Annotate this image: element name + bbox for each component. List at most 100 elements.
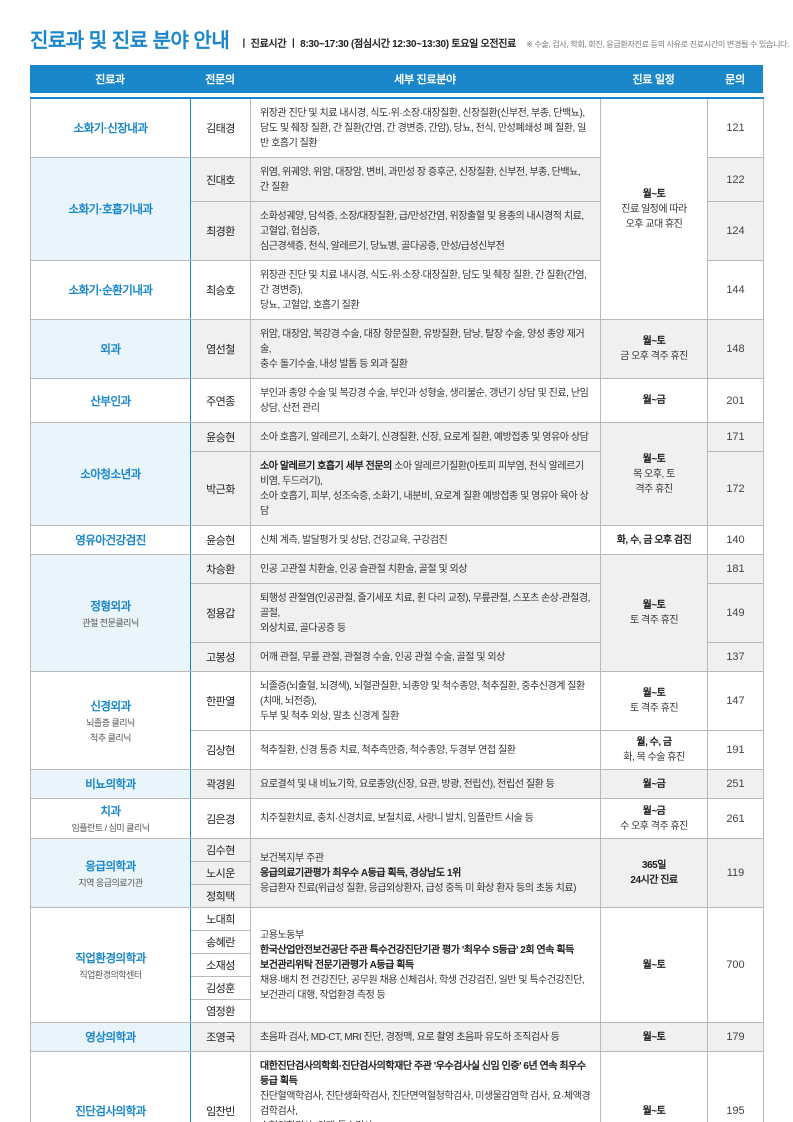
contact-extension-cell: 181 [707,554,764,584]
department-subclinic: 관절 전문클리닉 [82,617,139,628]
specialty-cell: 신체 계측, 발달평가 및 상담, 건강교육, 구강검진 [250,525,601,555]
specialty-cell: 치주질환치료, 충치·신경치료, 보철치료, 사랑니 발치, 임플란트 시술 등 [250,798,601,839]
schedule-cell: 월~토 진료 일정에 따라 오후 교대 휴진 [600,97,708,320]
department-name: 소화기·순환기내과 [68,285,153,297]
department-cell: 영상의학과 [30,1022,191,1052]
specialty-cell: 초음파 검사, MD-CT, MRI 진단, 경정맥, 요로 촬영 초음파 유도… [250,1022,601,1052]
schedule-cell: 화, 수, 금 오후 검진 [600,525,708,555]
table-header: 진료과 전문의 세부 진료분야 진료 일정 문의 [30,65,763,93]
specialty-cell: 위장관 진단 및 치료 내시경, 식도·위·소장·대장질환, 담도 및 췌장 질… [250,260,601,320]
department-cell: 영유아건강검진 [30,525,191,555]
contact-extension-cell: 195 [707,1051,764,1122]
contact-extension-cell: 147 [707,671,764,731]
department-name: 정형외과 [90,600,131,613]
specialty-cell: 부인과 종양 수술 및 복강경 수술, 부인과 성형술, 생리불순, 갱년기 상… [250,378,601,423]
contact-extension-cell: 124 [707,201,764,261]
column-header-contact: 문의 [707,65,763,93]
contact-extension-cell: 121 [707,97,764,158]
doctor-cell: 노시운 [190,861,251,885]
specialty-cell: 어깨 관절, 무릎 관절, 관절경 수술, 인공 관절 수술, 골절 및 외상 [250,642,601,672]
table-row: 소화기·순환기내과 최승호 위장관 진단 및 치료 내시경, 식도·위·소장·대장질… [30,260,764,320]
table-row: 박근화 소아 알레르기 호흡기 세부 전문의 소아 알레르기질환(아토피 피부염,… [31,451,764,526]
doctor-cell: 김상현 [190,730,251,770]
table-row: 치과 임플란트 / 심미 클리닉 김은경 치주질환치료, 충치·신경치료, 보철치료,… [30,798,764,839]
doctor-cell: 송혜란 [190,930,251,954]
table-row: 소화기·신장내과 김태경 위장관 진단 및 치료 내시경, 식도·위·소장·대장질환… [30,97,764,320]
specialty-cell: 위장관 진단 및 치료 내시경, 식도·위·소장·대장질환, 신장질환(신부전,… [250,97,601,158]
schedule-cell: 월~금 [600,769,708,799]
doctor-cell: 주연종 [190,378,251,423]
doctor-cell: 진대호 [190,157,251,202]
doctor-cell: 윤승현 [190,525,251,555]
department-name: 신경외과 [90,700,131,713]
table-row: 응급의학과 지역 응급의료기관 김수현 보건복지부 주관 응급의료기관평가 최우수 A등… [30,838,764,908]
contact-extension-cell: 148 [707,319,764,379]
department-name: 응급의학과 [85,860,136,873]
column-header-doctor: 전문의 [190,65,250,93]
contact-extension-cell: 261 [707,798,764,839]
contact-extension-cell: 201 [707,378,764,423]
table-row: 정형외과 관절 전문클리닉 차승환 인공 고관절 치환술, 인공 슬관절 치환술, 골… [30,554,764,672]
contact-extension-cell: 179 [707,1022,764,1052]
doctor-cell: 박근화 [190,451,251,526]
specialty-cell: 요로결석 및 내 비뇨기학, 요로종양(신장, 요관, 방광, 전립선), 전립… [250,769,601,799]
department-name: 소화기·호흡기내과 [68,204,153,216]
table-row: 진단검사의학과 임찬빈 대한진단검사의학회·진단검사의학재단 주관 '우수검사실 신… [30,1051,764,1122]
department-cell: 산부인과 [30,378,191,423]
department-name: 외과 [100,344,121,356]
doctor-cell: 한판열 [190,671,251,731]
schedule-cell: 월~토 목 오후, 토 격주 휴진 [600,422,708,526]
contact-extension-cell: 700 [707,907,764,1023]
specialty-cell: 소아 호흡기, 알레르기, 소화기, 신경질환, 신장, 요로계 질환, 예방접… [250,422,601,452]
contact-extension-cell: 137 [707,642,764,672]
specialty-cell: 고용노동부 한국산업안전보건공단 주관 특수건강진단기관 평가 '최우수 S등급'… [250,907,601,1023]
department-cell: 진단검사의학과 [30,1051,191,1122]
table-row: 비뇨의학과 곽경원 요로결석 및 내 비뇨기학, 요로종양(신장, 요관, 방광, … [30,769,764,799]
doctor-cell: 소재성 [190,953,251,977]
specialty-cell: 인공 고관절 치환술, 인공 슬관절 치환술, 골절 및 외상 [250,554,601,584]
schedule-cell: 365일 24시간 진료 [600,838,708,908]
table-row: 신경외과 뇌졸증 클리닉 척추 클리닉 한판열 뇌졸증(뇌출혈, 뇌경색), 뇌혈관질환… [30,671,764,770]
doctor-cell: 김은경 [190,798,251,839]
column-header-specialty: 세부 진료분야 [250,65,600,93]
schedule-cell: 월~금 [600,378,708,423]
departments-table: 소화기·신장내과 김태경 위장관 진단 및 치료 내시경, 식도·위·소장·대장질환… [30,97,764,1122]
specialty-cell: 소화성궤양, 담석증, 소장/대장질환, 급/만성간염, 위장출혈 및 용종의 … [250,201,601,261]
department-subclinic: 임플란트 / 심미 클리닉 [71,823,150,833]
doctor-cell: 노대희 [190,907,251,931]
table-row: 영유아건강검진 윤승현 신체 계측, 발달평가 및 상담, 건강교육, 구강검진 화,… [30,525,764,555]
department-name: 소아청소년과 [80,469,141,481]
column-header-department: 진료과 [30,65,190,93]
contact-extension-cell: 251 [707,769,764,799]
specialty-cell: 뇌졸증(뇌출혈, 뇌경색), 뇌혈관질환, 뇌종양 및 척수종양, 척추질환, … [250,671,601,731]
specialty-cell: 위암, 대장암, 복강경 수술, 대장 항문질환, 유방질환, 담낭, 탈장 수… [250,319,601,379]
table-row: 영상의학과 조영국 초음파 검사, MD-CT, MRI 진단, 경정맥, 요로 촬… [30,1022,764,1052]
department-cell: 직업환경의학과 직업환경의학센터 [30,907,191,1023]
schedule-change-note: ※ 수술, 검사, 학회, 회진, 응급환자진료 등의 사유로 진료시간이 변경… [526,40,790,49]
contact-extension-cell: 140 [707,525,764,555]
department-name: 비뇨의학과 [85,779,136,791]
department-name: 영상의학과 [85,1032,136,1044]
specialty-cell: 대한진단검사의학회·진단검사의학재단 주관 '우수검사실 신임 인증' 6년 연… [250,1051,601,1122]
contact-extension-cell: 171 [707,422,764,452]
department-cell: 소화기·호흡기내과 [30,157,191,261]
department-cell: 소화기·신장내과 [30,97,191,158]
title-bar: 진료과 및 진료 분야 안내 ㅣ 진료시간 ㅣ 8:30~17:30 (점심시간… [30,24,789,53]
department-name: 영유아건강검진 [75,535,146,547]
specialty-cell: 보건복지부 주관 응급의료기관평가 최우수 A등급 획득, 경상남도 1위 응급환자… [250,838,601,908]
department-name: 산부인과 [90,395,131,408]
department-cell: 외과 [30,319,191,379]
department-cell: 소아청소년과 [30,422,191,526]
schedule-cell: 월~금 수 오후 격주 휴진 [600,798,708,839]
table-row: 염정환 [31,999,764,1023]
table-row: 소화기·호흡기내과 진대호 위염, 위궤양, 위암, 대장암, 변비, 과민성 장 … [30,157,764,261]
schedule-cell: 월, 수, 금 화, 목 수술 휴진 [600,730,708,770]
doctor-cell: 김태경 [190,97,251,158]
specialty-cell: 퇴행성 관절염(인공관절, 줄기세포 치료, 휜 다리 교정), 무릎관절, 스… [250,583,601,643]
doctor-cell: 조영국 [190,1022,251,1052]
doctor-cell: 염정환 [190,999,251,1023]
table-row: 소재성 [31,953,764,977]
department-subclinic: 뇌졸증 클리닉 [86,717,135,728]
doctor-cell: 곽경원 [190,769,251,799]
